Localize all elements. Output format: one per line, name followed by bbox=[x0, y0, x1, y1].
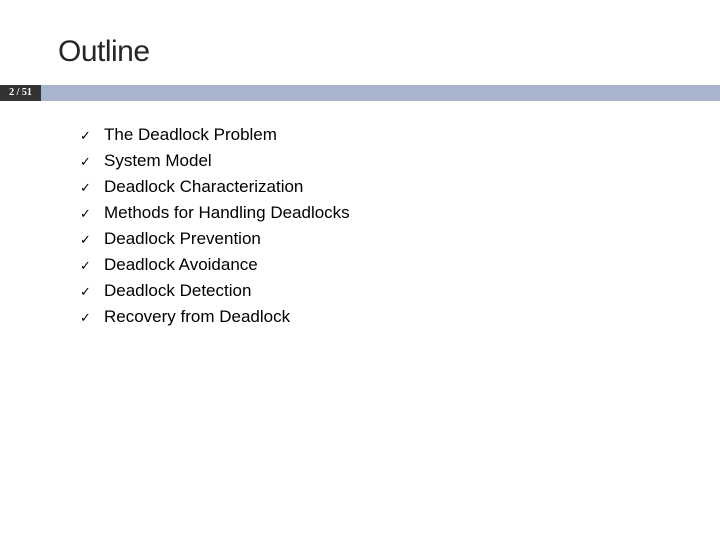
list-item: ✓ Deadlock Avoidance bbox=[80, 254, 350, 277]
list-item-label: System Model bbox=[104, 150, 212, 173]
page-number-badge: 2 / 51 bbox=[0, 85, 41, 101]
list-item: ✓ System Model bbox=[80, 150, 350, 173]
header-bar bbox=[0, 85, 720, 101]
list-item-label: Methods for Handling Deadlocks bbox=[104, 202, 350, 225]
check-icon: ✓ bbox=[80, 258, 104, 274]
check-icon: ✓ bbox=[80, 310, 104, 326]
list-item-label: Deadlock Avoidance bbox=[104, 254, 258, 277]
check-icon: ✓ bbox=[80, 154, 104, 170]
list-item-label: The Deadlock Problem bbox=[104, 124, 277, 147]
check-icon: ✓ bbox=[80, 206, 104, 222]
list-item: ✓ Deadlock Detection bbox=[80, 280, 350, 303]
check-icon: ✓ bbox=[80, 180, 104, 196]
list-item-label: Deadlock Detection bbox=[104, 280, 251, 303]
outline-list: ✓ The Deadlock Problem ✓ System Model ✓ … bbox=[80, 124, 350, 332]
check-icon: ✓ bbox=[80, 128, 104, 144]
list-item: ✓ Methods for Handling Deadlocks bbox=[80, 202, 350, 225]
list-item: ✓ Recovery from Deadlock bbox=[80, 306, 350, 329]
list-item: ✓ The Deadlock Problem bbox=[80, 124, 350, 147]
list-item-label: Recovery from Deadlock bbox=[104, 306, 290, 329]
check-icon: ✓ bbox=[80, 232, 104, 248]
list-item: ✓ Deadlock Characterization bbox=[80, 176, 350, 199]
slide-title: Outline bbox=[58, 35, 150, 69]
check-icon: ✓ bbox=[80, 284, 104, 300]
list-item-label: Deadlock Characterization bbox=[104, 176, 303, 199]
list-item-label: Deadlock Prevention bbox=[104, 228, 261, 251]
list-item: ✓ Deadlock Prevention bbox=[80, 228, 350, 251]
